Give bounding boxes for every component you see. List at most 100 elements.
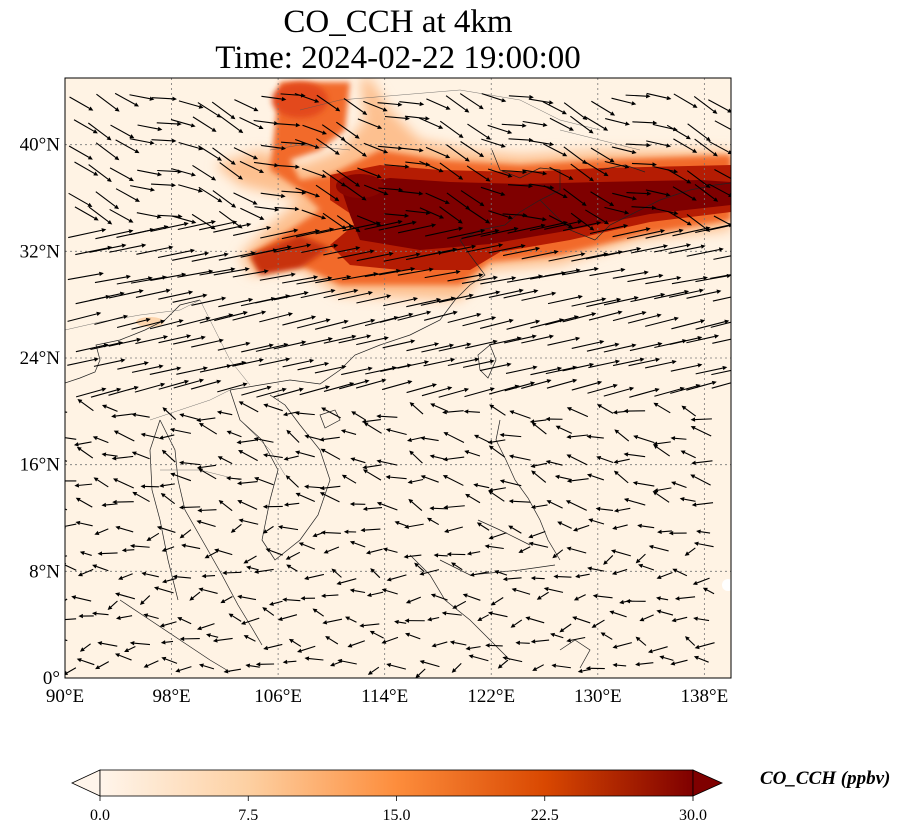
wind-arrow <box>451 562 463 571</box>
wind-arrow <box>65 555 68 557</box>
wind-arrow <box>711 382 731 389</box>
wind-arrow <box>566 434 589 439</box>
wind-arrow <box>508 94 534 100</box>
wind-arrow <box>300 337 333 347</box>
wind-arrow <box>409 450 423 464</box>
wind-arrow <box>255 662 275 667</box>
wind-arrow <box>378 220 417 231</box>
wind-arrow <box>218 210 243 229</box>
wind-arrow <box>178 184 203 193</box>
wind-arrow <box>459 93 484 110</box>
wind-arrow <box>170 472 192 482</box>
wind-arrow <box>420 475 439 483</box>
wind-arrow <box>254 206 280 212</box>
wind-arrow <box>584 115 609 131</box>
wind-arrow <box>172 293 208 303</box>
colorbar: 0.0 7.5 15.0 22.5 30.0 <box>71 769 723 824</box>
wind-arrow <box>547 336 581 346</box>
wind-arrow <box>635 553 646 564</box>
wind-arrow <box>259 272 296 281</box>
wind-arrow <box>178 141 204 151</box>
wind-arrow <box>171 215 197 224</box>
wind-arrow <box>525 616 545 624</box>
wind-arrow <box>191 213 216 230</box>
wind-arrow <box>586 473 605 481</box>
wind-arrow <box>68 145 93 160</box>
wind-arrow <box>668 530 687 536</box>
wind-arrow <box>158 290 194 300</box>
wind-arrow <box>696 529 711 534</box>
wind-arrow <box>265 548 283 556</box>
wind-arrow <box>331 568 342 578</box>
wind-arrow <box>510 619 523 628</box>
wind-arrow <box>232 358 264 367</box>
wind-arrow <box>397 360 430 369</box>
wind-arrow <box>111 455 134 461</box>
wind-arrow <box>337 658 357 665</box>
wind-arrow <box>65 480 77 482</box>
lat-tick-label: 40°N <box>20 135 61 156</box>
wind-arrow <box>518 546 531 553</box>
wind-arrow <box>260 228 299 239</box>
wind-arrow <box>638 563 655 571</box>
wind-arrow <box>626 229 666 240</box>
wind-arrow <box>431 641 448 648</box>
wind-arrow <box>74 206 99 221</box>
wind-arrow <box>196 623 215 631</box>
wind-arrow <box>614 429 630 442</box>
wind-arrow <box>399 101 425 107</box>
wind-arrow <box>652 491 670 503</box>
wind-arrow <box>611 568 628 575</box>
wind-arrow <box>337 249 375 259</box>
wind-arrow <box>237 500 258 510</box>
wind-arrow <box>713 255 731 260</box>
wind-arrow <box>218 500 233 512</box>
wind-arrow <box>446 144 470 162</box>
wind-arrow <box>635 636 647 646</box>
wind-arrow <box>588 518 605 525</box>
wind-arrow <box>197 508 217 513</box>
wind-arrow <box>296 276 333 285</box>
wind-arrow <box>295 492 316 502</box>
wind-arrow <box>130 185 156 192</box>
wind-arrow <box>286 429 300 443</box>
wind-arrow <box>341 474 357 484</box>
wind-arrow <box>367 666 380 675</box>
wind-arrow <box>584 161 609 177</box>
wind-arrow <box>315 274 352 284</box>
wind-arrow <box>479 318 514 329</box>
wind-arrow <box>97 641 118 647</box>
wind-arrow <box>488 487 506 493</box>
wind-arrow <box>67 271 104 281</box>
wind-arrow <box>571 297 607 307</box>
wind-arrow <box>385 474 407 480</box>
wind-arrow <box>341 366 373 376</box>
wind-arrow <box>316 138 340 155</box>
wind-arrow <box>443 505 465 510</box>
wind-arrow <box>531 422 547 435</box>
wind-arrow <box>179 529 192 539</box>
wind-arrow <box>609 610 627 618</box>
wind-arrow <box>158 434 175 440</box>
wind-arrow <box>708 99 731 113</box>
wind-arrow <box>445 95 470 113</box>
wind-arrow <box>190 379 222 390</box>
wind-arrow <box>439 206 463 224</box>
wind-arrow <box>449 640 467 646</box>
map-title: CO_CCH at 4km <box>283 4 513 40</box>
wind-arrow <box>118 573 133 580</box>
wind-arrow <box>379 267 416 276</box>
wind-arrow <box>487 611 508 618</box>
wind-arrow <box>394 619 407 625</box>
wind-arrow <box>421 386 453 397</box>
wind-arrow <box>172 251 210 261</box>
wind-arrow <box>588 359 621 369</box>
wind-arrow <box>405 161 431 167</box>
wind-arrow <box>238 449 258 462</box>
wind-arrow <box>343 529 357 535</box>
wind-arrow <box>233 147 259 160</box>
wind-arrow <box>693 541 714 548</box>
wind-arrow <box>314 364 347 374</box>
colorbar-gradient <box>99 769 694 797</box>
